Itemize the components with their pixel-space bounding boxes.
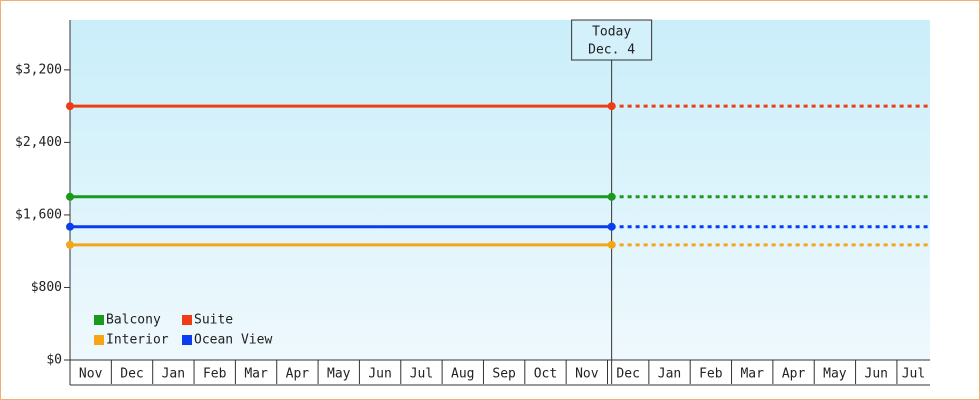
x-tick-label: Apr [286, 367, 310, 382]
x-tick-label: Jan [658, 367, 681, 382]
today-date: Dec. 4 [588, 43, 635, 58]
x-tick-label: Sep [492, 367, 516, 382]
series-point [66, 102, 74, 111]
y-tick-label: $1,600 [15, 207, 62, 222]
x-tick-label: Nov [79, 367, 103, 382]
x-tick-label: Mar [740, 367, 764, 382]
x-tick-label: Jan [162, 367, 185, 382]
y-tick-label: $800 [31, 280, 62, 295]
x-tick-label: May [823, 367, 847, 382]
series-point [66, 240, 74, 249]
y-tick-label: $3,200 [15, 62, 62, 77]
plot-area [70, 20, 930, 360]
x-tick-label: Feb [699, 367, 723, 382]
legend-swatch [182, 315, 192, 325]
x-tick-label: Dec [120, 367, 143, 382]
x-tick-label: Apr [782, 367, 806, 382]
legend-label: Ocean View [194, 333, 272, 348]
x-tick-label: Dec [616, 367, 639, 382]
y-tick-label: $0 [46, 353, 62, 368]
legend-swatch [94, 335, 104, 345]
series-point [66, 192, 74, 201]
series-point [66, 222, 74, 231]
x-tick-label: Mar [244, 367, 268, 382]
x-tick-label: Jul [902, 367, 925, 382]
legend-swatch [94, 315, 104, 325]
x-tick-label: Jun [368, 367, 391, 382]
today-label: Today [592, 25, 631, 40]
series-point [607, 222, 616, 231]
series-point [607, 240, 616, 249]
legend-swatch [182, 335, 192, 345]
x-tick-label: Jul [410, 367, 433, 382]
legend-label: Balcony [106, 313, 161, 328]
x-tick-label: Nov [575, 367, 599, 382]
series-point [607, 102, 616, 111]
x-tick-label: Oct [534, 367, 557, 382]
legend-label: Interior [106, 333, 169, 348]
series-point [607, 192, 616, 201]
x-tick-label: Aug [451, 367, 474, 382]
today-box [571, 19, 653, 61]
y-tick-label: $2,400 [15, 135, 62, 150]
x-tick-label: May [327, 367, 351, 382]
legend-label: Suite [194, 313, 233, 328]
x-tick-label: Feb [203, 367, 227, 382]
x-tick-label: Jun [865, 367, 888, 382]
